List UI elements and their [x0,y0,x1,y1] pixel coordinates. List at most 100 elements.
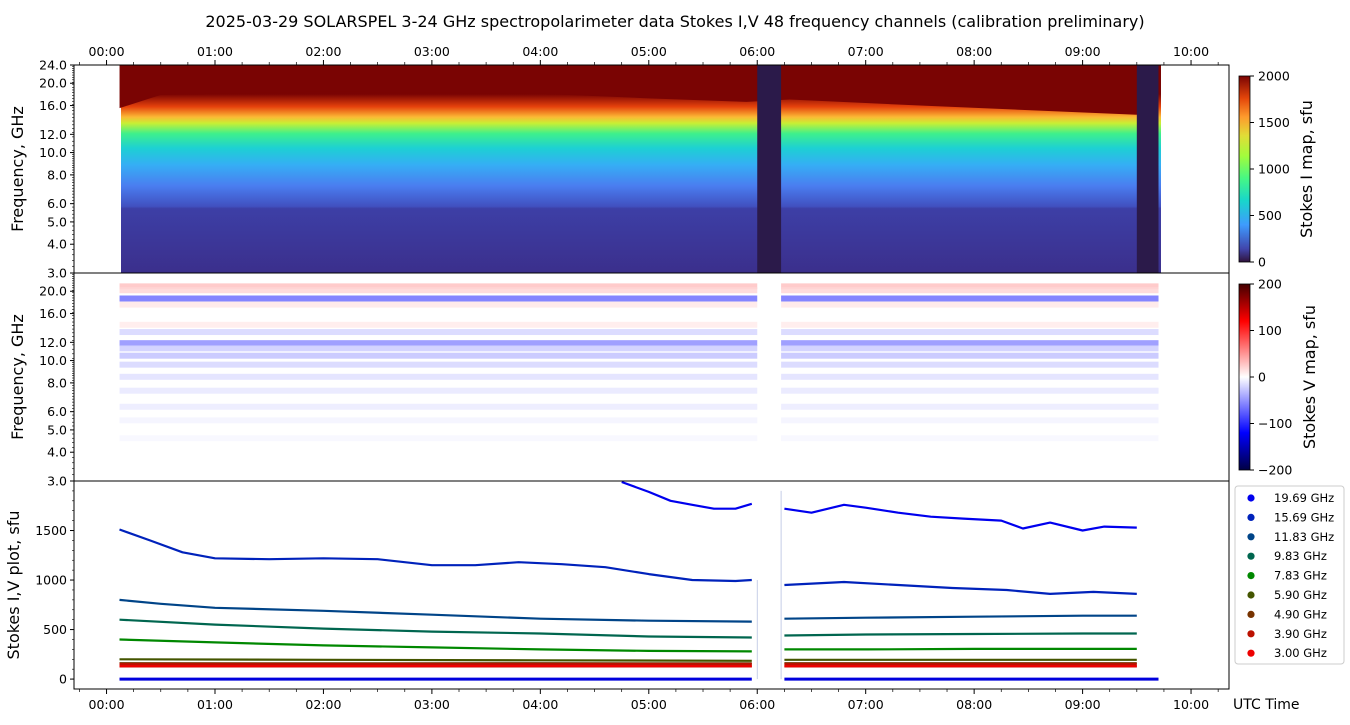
legend: 19.69 GHz 15.69 GHz 11.83 GHz 9.83 GHz 7.83 … [1247,491,1334,660]
plot-y-tick-label: 0 [59,672,67,687]
stokes-i-y-tick-label: 8.0 [47,167,67,182]
x-tick-label-bottom: 05:00 [631,697,667,712]
stokes-v-band [119,340,758,347]
stokes-v-y-tick-label: 20.0 [39,284,67,299]
x-tick-label-top: 03:00 [414,44,450,59]
x-tick-label-bottom: 08:00 [956,697,992,712]
legend-label: 9.83 GHz [1274,549,1327,563]
x-tick-label-bottom: 04:00 [522,697,558,712]
stokes-i-data-gap [757,65,782,273]
stokes-v-colorbar-tick-label: 100 [1258,323,1282,338]
stokes-v-band [119,295,758,302]
stokes-i-y-tick-label: 5.0 [47,214,67,229]
x-tick-label-top: 07:00 [848,44,884,59]
series-9-83-ghz [119,618,1137,639]
plot-y-tick-label: 500 [43,622,67,637]
legend-marker [1247,610,1255,619]
stokes-v-band [119,321,758,328]
stokes-v-y-tick-label: 8.0 [47,375,67,390]
legend-marker [1247,649,1255,657]
series-7-83-ghz [119,638,1137,653]
stokes-v-colorbar-tick-label: 0 [1258,370,1266,385]
stokes-v-band [781,321,1159,328]
x-tick-label-top: 02:00 [305,44,341,59]
x-tick-label-bottom: 01:00 [197,697,233,712]
plot-y-tick-label: 1000 [35,573,67,588]
legend-marker [1247,630,1255,638]
stokes-i-colorbar [1238,75,1251,263]
stokes-v-band [781,352,1159,359]
stokes-v-band [119,373,758,380]
stokes-i-y-tick-label: 4.0 [47,237,67,252]
stokes-v-band [781,301,1159,308]
stokes-v-band [119,387,758,394]
stokes-v-colorbar-label: Stokes V map, sfu [1300,305,1319,449]
x-tick-label-top: 10:00 [1173,44,1209,59]
x-tick-label-bottom: 09:00 [1065,697,1101,712]
stokes-v-band [119,361,758,368]
stokes-v-colorbar-tick-label: −100 [1258,416,1292,431]
stokes-v-y-tick-label: 3.0 [47,474,67,489]
x-tick-label-bottom: 06:00 [739,697,775,712]
stokes-v-y-tick-label: 6.0 [47,404,67,419]
x-tick-label-top: 06:00 [739,44,775,59]
x-tick-label-top: 09:00 [1065,44,1101,59]
legend-marker [1247,552,1255,560]
stokes-v-band [781,417,1159,424]
stokes-v-band [119,435,758,442]
x-tick-label-bottom: 00:00 [89,697,125,712]
legend-box [1234,485,1345,665]
series-5-90-ghz [119,658,1137,662]
stokes-v-band [781,295,1159,302]
stokes-v-panel [119,283,1159,442]
stokes-v-y-tick-label: 10.0 [39,353,67,368]
stokes-v-y-tick-label: 16.0 [39,306,67,321]
legend-marker [1247,513,1255,522]
x-tick-label-bottom: 10:00 [1173,697,1209,712]
legend-label: 11.83 GHz [1274,530,1334,544]
legend-label: 4.90 GHz [1274,607,1327,621]
stokes-v-band [119,287,758,294]
x-tick-label-bottom: 02:00 [305,697,341,712]
x-tick-label-top: 04:00 [522,44,558,59]
stokes-v-band [781,373,1159,380]
stokes-v-band [119,283,758,290]
legend-label: 7.83 GHz [1274,569,1327,583]
stokes-i-colorbar-tick-label: 0 [1258,255,1266,270]
stokes-v-band [119,403,758,410]
stokes-i-y-tick-label: 16.0 [39,98,67,113]
x-tick-label-top: 00:00 [89,44,125,59]
legend-label: 3.90 GHz [1274,627,1327,641]
stokes-v-y-tick-label: 4.0 [47,445,67,460]
stokes-i-y-tick-label: 12.0 [39,127,67,142]
stokes-v-band [781,361,1159,368]
series-15-69-ghz [119,528,1137,595]
stokes-i-y-tick-label: 10.0 [39,145,67,160]
stokes-i-panel [119,65,1161,273]
stokes-i-y-tick-label: 3.0 [47,266,67,281]
stokes-v-band [781,329,1159,336]
stokes-i-y-tick-label: 20.0 [39,76,67,91]
stokes-v-band [781,387,1159,394]
x-tick-label-top: 08:00 [956,44,992,59]
figure-title: 2025-03-29 SOLARSPEL 3-24 GHz spectropol… [205,12,1144,31]
stokes-v-colorbar-tick-label: 200 [1258,277,1282,292]
stokes-i-colorbar-label: Stokes I map, sfu [1297,100,1316,238]
legend-marker [1247,494,1255,502]
legend-label: 19.69 GHz [1274,491,1334,505]
stokes-v-band [119,329,758,336]
stokes-i-colorbar-tick-label: 500 [1258,208,1282,223]
stokes-v-band [119,345,758,352]
stokes-v-band [119,417,758,424]
series-11-83-ghz [119,598,1137,623]
stokes-i-colorbar-tick-label: 2000 [1258,69,1290,84]
stokes-v-band [781,340,1159,347]
stokes-plot-panel-frame [73,480,1230,690]
x-axis-label: UTC Time [1233,697,1299,713]
legend-label: 3.00 GHz [1274,646,1327,660]
series-19-69-ghz [621,480,1137,532]
stokes-v-band [781,435,1159,442]
legend-marker [1247,572,1255,580]
stokes-i-y-axis-label: Frequency, GHz [8,106,27,232]
